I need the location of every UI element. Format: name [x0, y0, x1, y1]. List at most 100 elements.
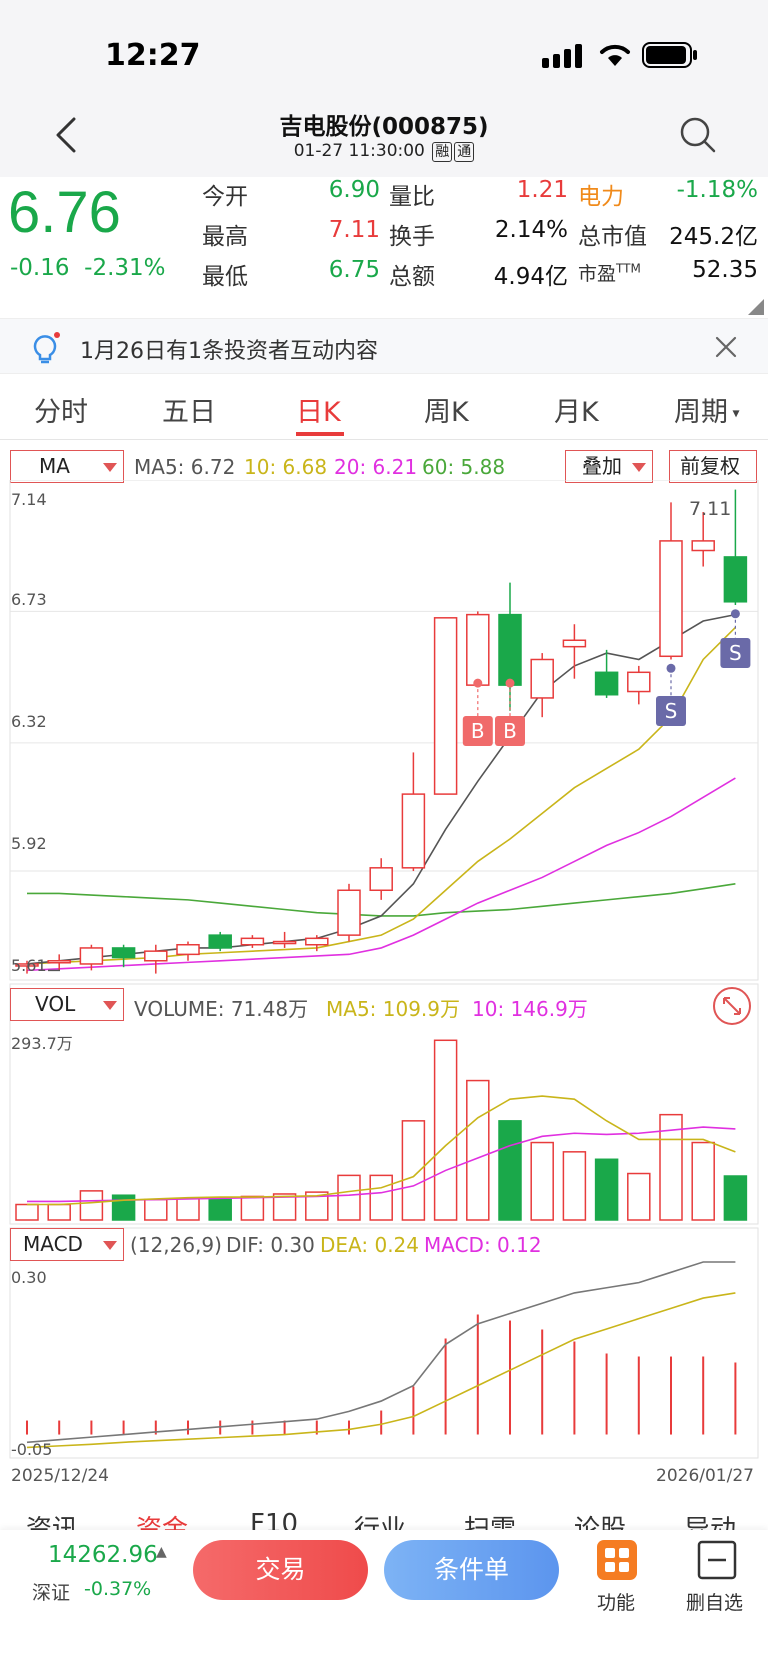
candle-up	[401, 793, 426, 869]
vol-ratio-label: 量比	[389, 184, 435, 210]
candle-up	[530, 658, 554, 699]
tab-intraday[interactable]: 分时	[34, 397, 88, 428]
ma5-label: MA5: 6.72	[134, 455, 236, 479]
volume-bar-up	[47, 1203, 71, 1221]
volume-bar-down	[111, 1194, 136, 1221]
open-value: 6.90	[328, 177, 380, 203]
stock-title: 吉电股份(000875)	[279, 114, 489, 140]
price-tick-4: 5.92	[11, 834, 47, 853]
search-icon[interactable]	[678, 115, 718, 155]
buy-signal-badge	[495, 716, 525, 746]
sell-signal-badge	[656, 696, 686, 726]
expand-corner-icon[interactable]	[748, 299, 764, 315]
index-name: 深证	[32, 1582, 71, 1604]
dif-line	[26, 1261, 736, 1444]
info-tab-movement[interactable]: 异动	[684, 1515, 737, 1531]
amount-label: 总额	[389, 264, 435, 290]
change-percent: -2.31%	[84, 255, 166, 281]
vol-ratio-value: 1.21	[516, 177, 568, 203]
buy-signal-label: B	[503, 719, 517, 743]
adjust-label: 前复权	[680, 454, 740, 478]
candle-up	[337, 889, 361, 936]
pe-value: 52.35	[692, 257, 758, 283]
signal-icon	[542, 44, 582, 68]
tab-five-day[interactable]: 五日	[162, 397, 216, 428]
volume-bar-up	[530, 1141, 554, 1221]
volume-bar-up	[659, 1113, 683, 1221]
volume-bar-up	[305, 1191, 329, 1221]
volume-bar-up	[433, 1039, 458, 1221]
macd-max-label: 0.30	[11, 1268, 47, 1287]
remove-watchlist-label[interactable]: 删自选	[686, 1592, 744, 1614]
ma-select[interactable]: MA	[10, 450, 124, 483]
tab-daily-k[interactable]: 日K	[296, 397, 341, 428]
index-value[interactable]: 14262.96	[48, 1542, 158, 1568]
battery-icon	[642, 42, 697, 68]
fullscreen-icon[interactable]	[712, 986, 752, 1026]
info-tab-industry[interactable]: 行业	[354, 1515, 407, 1531]
close-icon[interactable]	[714, 335, 738, 359]
price-max-label: 7.11	[689, 498, 732, 520]
function-icon[interactable]	[597, 1540, 637, 1580]
volume-label: VOLUME: 71.48万	[134, 997, 309, 1021]
notice-bar[interactable]: 1月26日有1条投资者互动内容	[0, 318, 768, 374]
price-panel-frame	[9, 480, 759, 981]
pe-label: 市盈TTM	[578, 259, 641, 286]
info-tab-funds[interactable]: 资金	[136, 1515, 189, 1531]
buy-signal-dot	[505, 678, 515, 688]
overlay-select[interactable]: 叠加	[565, 450, 653, 483]
dif-label: DIF: 0.30	[226, 1233, 315, 1257]
ma20-line	[26, 777, 736, 972]
ma5-line	[26, 613, 736, 965]
info-tab-f10[interactable]: F10	[250, 1509, 299, 1531]
trade-button[interactable]: 交易	[193, 1540, 368, 1600]
adjust-button[interactable]: 前复权	[669, 450, 757, 483]
low-value: 6.75	[328, 257, 380, 283]
candle-up	[47, 960, 71, 964]
candle-up	[466, 613, 490, 686]
sell-signal-label: S	[665, 699, 678, 723]
sector-label[interactable]: 电力	[578, 184, 624, 210]
volume-bar-up	[466, 1079, 490, 1221]
sector-change: -1.18%	[676, 177, 758, 203]
high-value: 7.11	[328, 217, 380, 243]
macd-select-label: MACD	[23, 1232, 83, 1256]
info-tab-news[interactable]: 资讯	[26, 1515, 79, 1531]
vol-ma10-label: 10: 146.9万	[472, 997, 588, 1021]
macd-panel-frame	[9, 1227, 759, 1459]
buy-signal-label: B	[471, 719, 485, 743]
candle-down	[208, 934, 232, 949]
volume-bar-up	[337, 1174, 361, 1221]
info-tab-risk[interactable]: 扫雷	[464, 1515, 517, 1531]
volume-bar-up	[15, 1203, 39, 1221]
back-icon[interactable]	[48, 115, 88, 155]
tab-monthly-k[interactable]: 月K	[554, 397, 599, 428]
candle-up	[433, 617, 458, 795]
buy-signal-badge	[462, 716, 493, 746]
bottom-info-tabs: 资讯 资金 F10 行业 扫雷 论股 异动	[0, 1505, 768, 1531]
tab-weekly-k[interactable]: 周K	[424, 397, 469, 428]
sell-signal-dot	[730, 609, 740, 619]
condition-order-button[interactable]: 条件单	[384, 1540, 559, 1600]
info-tab-forum[interactable]: 论股	[574, 1515, 627, 1531]
connect-tag: 通	[454, 142, 475, 162]
index-arrow-icon: ▲	[156, 1544, 167, 1560]
macd-select[interactable]: MACD	[10, 1228, 124, 1261]
price-tick-2: 6.73	[11, 590, 47, 609]
status-bar: 12:27	[0, 0, 768, 105]
tab-period-caret-icon: ▾	[728, 405, 740, 422]
change-value: -0.16	[10, 255, 70, 281]
candle-up	[176, 943, 200, 956]
vol-select[interactable]: VOL	[10, 988, 124, 1021]
stock-chart[interactable]: B B S S	[0, 480, 768, 1480]
candle-up	[562, 639, 587, 648]
dea-line	[26, 1292, 736, 1449]
margin-tag: 融	[432, 142, 453, 162]
price-tick-1: 7.14	[11, 490, 47, 509]
candle-up	[15, 963, 39, 967]
tab-period[interactable]: 周期 ▾	[674, 390, 739, 429]
remove-watchlist-icon[interactable]	[697, 1540, 737, 1580]
date-end: 2026/01/27	[656, 1466, 754, 1486]
function-label[interactable]: 功能	[597, 1592, 636, 1614]
volume-bar-up	[562, 1151, 587, 1221]
